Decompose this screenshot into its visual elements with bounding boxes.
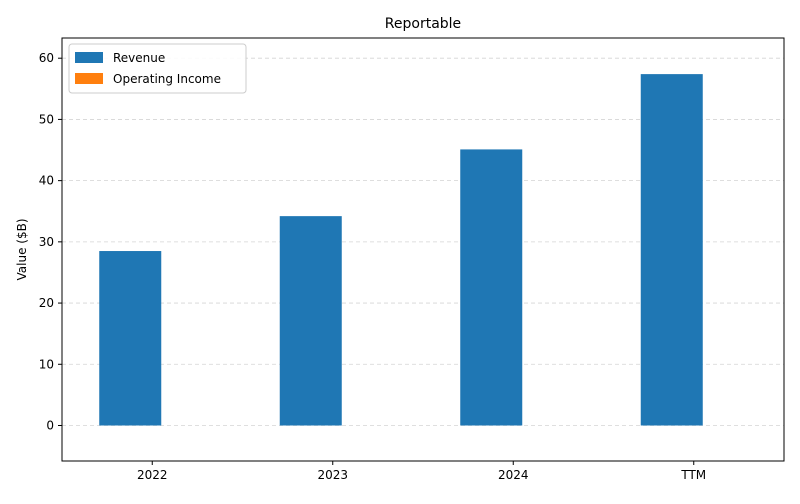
legend: Revenue Operating Income <box>68 43 247 94</box>
y-tick-label: 20 <box>39 296 54 310</box>
legend-swatch <box>75 52 103 63</box>
legend-label: Operating Income <box>113 72 221 86</box>
bars <box>99 74 703 426</box>
x-tick-label: 2022 <box>137 468 168 482</box>
y-tick-label: 40 <box>39 174 54 188</box>
bar-revenue <box>640 74 703 426</box>
y-axis-label: Value ($B) <box>15 219 29 281</box>
bar-revenue <box>99 251 162 426</box>
legend-box <box>68 43 247 94</box>
y-tick-label: 10 <box>39 357 54 371</box>
bar-revenue <box>279 216 342 426</box>
y-tick-label: 0 <box>46 418 54 432</box>
x-tick-label: 2023 <box>317 468 348 482</box>
y-axis-ticks: 0 10 20 30 40 50 60 <box>39 51 62 432</box>
x-axis-ticks: 2022 2023 2024 TTM <box>137 461 706 482</box>
chart-title: Reportable <box>385 16 461 32</box>
x-tick-label: TTM <box>680 468 706 482</box>
plot-frame <box>61 37 785 462</box>
y-tick-label: 50 <box>39 112 54 126</box>
bar-revenue <box>460 149 523 426</box>
x-tick-label: 2024 <box>498 468 529 482</box>
y-tick-label: 60 <box>39 51 54 65</box>
legend-label: Revenue <box>113 51 165 65</box>
y-tick-label: 30 <box>39 235 54 249</box>
legend-swatch <box>75 73 103 84</box>
